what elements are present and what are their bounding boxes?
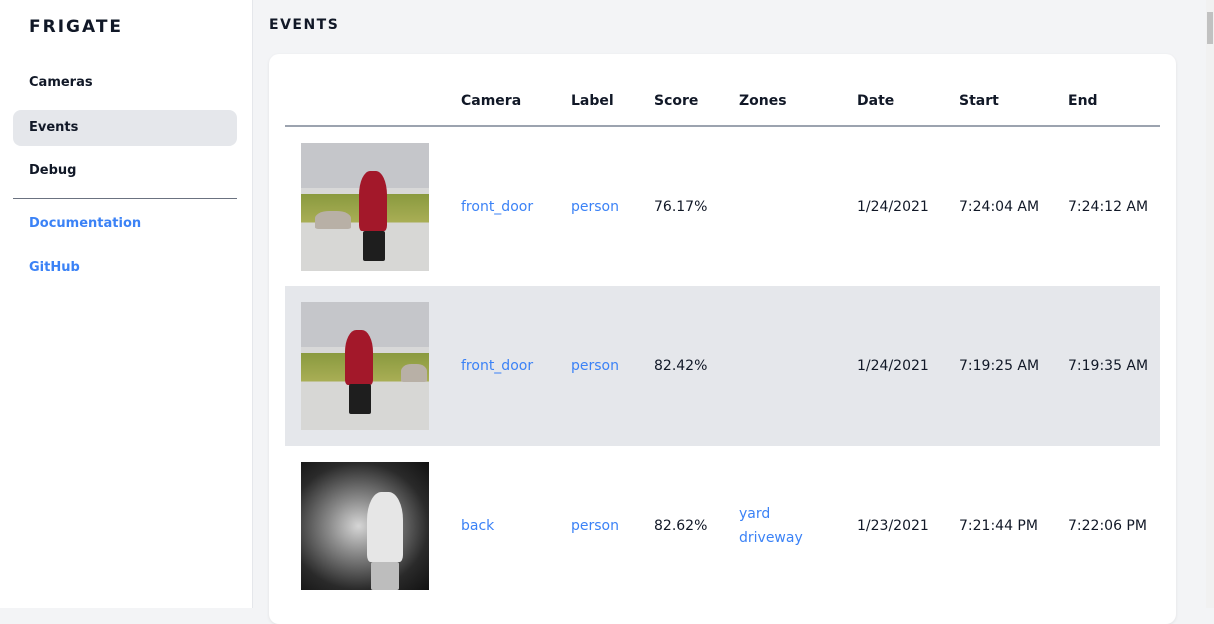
table-row[interactable]: front_door person 76.17% 1/24/2021 7:24:… (285, 126, 1160, 286)
zone[interactable]: yard (739, 506, 771, 522)
documentation-link[interactable]: Documentation (29, 216, 142, 231)
date: 1/23/2021 (857, 518, 929, 534)
header-date: Date (841, 76, 943, 127)
sidebar: FRIGATE Cameras Events Debug Documentati… (0, 0, 253, 608)
header-score: Score (638, 76, 723, 127)
sidebar-item-cameras[interactable]: Cameras (29, 75, 93, 90)
camera-link[interactable]: back (461, 518, 495, 534)
github-link[interactable]: GitHub (29, 260, 80, 275)
sidebar-item-events[interactable]: Events (13, 110, 237, 146)
end-time: 7:19:35 AM (1052, 286, 1160, 446)
score: 82.42% (638, 286, 723, 446)
zone[interactable]: driveway (739, 530, 803, 546)
event-thumbnail[interactable] (301, 302, 429, 430)
table-row[interactable]: back person 82.62% yard driveway 1/23/202… (285, 446, 1160, 606)
header-label: Label (555, 76, 638, 127)
events-table: Camera Label Score Zones Date Start End … (285, 76, 1160, 606)
table-row[interactable]: front_door person 82.42% 1/24/2021 7:19:… (285, 286, 1160, 446)
end-time: 7:24:12 AM (1068, 198, 1149, 215)
brand-logo[interactable]: FRIGATE (29, 17, 124, 37)
label-link[interactable]: person (555, 286, 638, 446)
end-time: 7:22:06 PM (1068, 518, 1147, 534)
sidebar-item-debug[interactable]: Debug (29, 163, 77, 178)
event-thumbnail[interactable] (301, 462, 429, 590)
score: 82.62% (654, 518, 708, 534)
header-camera: Camera (445, 76, 555, 127)
start-time: 7:21:44 PM (959, 518, 1038, 534)
scrollbar-thumb[interactable] (1207, 12, 1213, 44)
scrollbar[interactable] (1206, 0, 1214, 608)
divider (13, 198, 237, 199)
header-thumbnail (285, 76, 445, 127)
camera-link[interactable]: front_door (445, 286, 555, 446)
events-card: Camera Label Score Zones Date Start End … (269, 54, 1176, 624)
start-time: 7:24:04 AM (959, 198, 1040, 215)
label-link[interactable]: person (571, 518, 619, 534)
start-time: 7:19:25 AM (943, 286, 1052, 446)
label-link[interactable]: person (571, 198, 619, 215)
date: 1/24/2021 (841, 286, 943, 446)
page-title: EVENTS (269, 17, 340, 33)
header-zones: Zones (723, 76, 841, 127)
score: 76.17% (654, 198, 708, 215)
camera-link[interactable]: front_door (461, 198, 534, 215)
date: 1/24/2021 (857, 198, 929, 215)
event-thumbnail[interactable] (301, 142, 429, 271)
header-start: Start (943, 76, 1052, 127)
header-end: End (1052, 76, 1160, 127)
